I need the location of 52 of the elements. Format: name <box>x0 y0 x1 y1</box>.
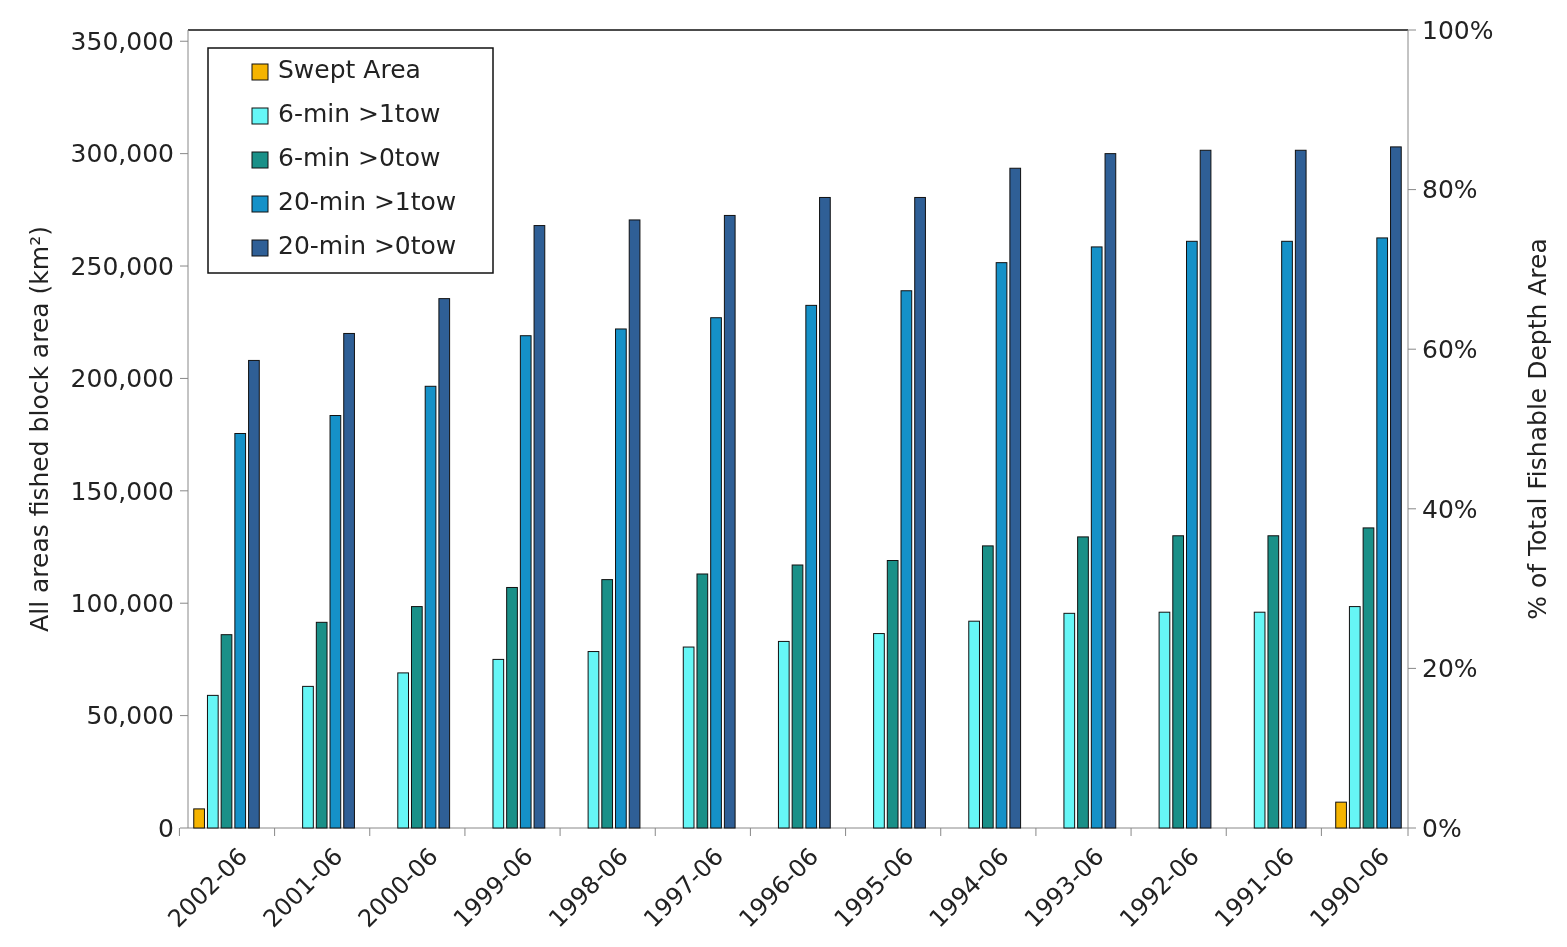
y-tick-label: 200,000 <box>70 364 174 394</box>
legend-label: 6-min >0tow <box>278 143 441 172</box>
y-axis-title: All areas fished block area (km²) <box>25 226 54 632</box>
bar <box>397 672 409 829</box>
y2-axis-title: % of Total Fishable Depth Area <box>1523 238 1552 620</box>
bar <box>343 332 355 829</box>
y-tick-label: 250,000 <box>70 251 174 281</box>
legend-label: 20-min >0tow <box>278 231 457 260</box>
bar <box>710 317 722 829</box>
bar <box>587 651 600 829</box>
bar <box>1158 611 1171 829</box>
bar <box>302 685 314 829</box>
bar <box>819 196 831 829</box>
bar <box>1186 240 1198 829</box>
bar <box>492 658 505 829</box>
y2-tick-label: 0% <box>1422 813 1462 843</box>
bar <box>981 545 994 829</box>
bar <box>873 633 885 829</box>
bar <box>193 808 205 829</box>
bar <box>410 606 423 829</box>
y-tick-label: 300,000 <box>70 139 174 169</box>
bar <box>601 579 614 829</box>
bar <box>1077 536 1089 829</box>
bar <box>206 694 219 829</box>
y2-tick-label: 20% <box>1422 654 1478 684</box>
y-tick-label: 100,000 <box>70 588 174 618</box>
bar <box>1199 149 1212 829</box>
y-tick-label: 50,000 <box>86 701 174 731</box>
y-tick-label: 350,000 <box>70 26 174 56</box>
bar <box>1335 801 1347 829</box>
bar <box>506 586 518 829</box>
y-tick-label: 0 <box>158 813 174 843</box>
y2-tick-label: 80% <box>1422 175 1478 205</box>
bar <box>723 214 736 829</box>
bar <box>1063 612 1076 829</box>
y2-tick-label: 40% <box>1422 494 1478 524</box>
legend-label: 6-min >1tow <box>278 99 441 128</box>
legend-label: 20-min >1tow <box>278 187 457 216</box>
bar <box>1390 146 1402 829</box>
y2-tick-label: 100% <box>1422 15 1494 45</box>
bar <box>1172 535 1184 829</box>
bar <box>628 219 641 829</box>
bar <box>968 620 980 829</box>
bar <box>1294 149 1307 829</box>
y-tick-label: 150,000 <box>70 476 174 506</box>
bar <box>615 328 627 829</box>
bar <box>914 196 926 829</box>
y2-tick-label: 60% <box>1422 334 1478 364</box>
bar <box>248 359 260 829</box>
bar <box>1376 237 1389 829</box>
bar <box>1281 240 1293 829</box>
legend-label: Swept Area <box>278 55 421 84</box>
